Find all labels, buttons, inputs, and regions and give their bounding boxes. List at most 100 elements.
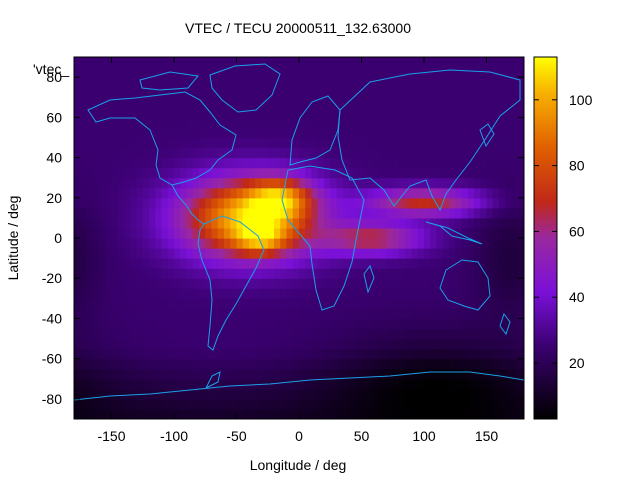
heatmap-cell — [417, 388, 425, 400]
heatmap-cell — [105, 97, 113, 108]
heatmap-cell — [280, 318, 288, 330]
heatmap-cell — [405, 328, 413, 340]
heatmap-cell — [305, 67, 313, 78]
heatmap-cell — [461, 318, 469, 330]
heatmap-cell — [80, 117, 88, 128]
heatmap-cell — [411, 217, 419, 229]
heatmap-cell — [461, 117, 469, 128]
heatmap-cell — [424, 117, 431, 128]
heatmap-cell — [236, 248, 244, 259]
heatmap-cell — [211, 268, 219, 279]
heatmap-cell — [405, 127, 413, 139]
heatmap-cell — [299, 368, 306, 380]
heatmap-cell — [242, 258, 250, 269]
heatmap-cell — [80, 398, 88, 410]
heatmap-cell — [492, 217, 500, 229]
heatmap-cell — [324, 368, 331, 380]
heatmap-cell — [136, 308, 144, 320]
heatmap-cell — [99, 348, 106, 360]
heatmap-cell — [130, 378, 138, 390]
heatmap-cell — [174, 338, 181, 350]
heatmap-cell — [380, 147, 388, 159]
heatmap-cell — [386, 67, 394, 78]
heatmap-cell — [192, 268, 200, 279]
heatmap-cell — [342, 197, 350, 209]
heatmap-cell — [299, 227, 306, 239]
heatmap-cell — [224, 177, 231, 189]
heatmap-cell — [117, 177, 125, 189]
heatmap-cell — [474, 308, 481, 320]
heatmap-cell — [299, 107, 306, 118]
heatmap-cell — [111, 398, 119, 410]
heatmap-cell — [467, 288, 475, 299]
heatmap-cell — [430, 398, 438, 410]
heatmap-cell — [74, 268, 81, 279]
heatmap-cell — [486, 338, 494, 350]
heatmap-cell — [367, 398, 375, 410]
heatmap-cell — [461, 57, 469, 68]
heatmap-cell — [211, 298, 219, 309]
heatmap-cell — [392, 137, 400, 149]
heatmap-cell — [192, 358, 200, 370]
heatmap-cell — [367, 107, 375, 118]
heatmap-cell — [136, 378, 144, 390]
heatmap-cell — [505, 338, 513, 350]
heatmap-cell — [505, 288, 513, 299]
heatmap-cell — [492, 157, 500, 169]
heatmap-cell — [180, 308, 188, 320]
heatmap-cell — [442, 338, 450, 350]
heatmap-cell — [261, 328, 269, 340]
heatmap-cell — [455, 187, 463, 199]
heatmap-cell — [192, 308, 200, 320]
heatmap-cell — [330, 338, 338, 350]
heatmap-cell — [80, 167, 88, 179]
heatmap-cell — [80, 348, 88, 360]
heatmap-cell — [386, 388, 394, 400]
heatmap-cell — [492, 187, 500, 199]
heatmap-cell — [142, 318, 150, 330]
heatmap-cell — [492, 177, 500, 189]
heatmap-cell — [267, 167, 275, 179]
heatmap-cell — [342, 278, 350, 289]
heatmap-cell — [399, 388, 406, 400]
heatmap-cell — [130, 348, 138, 360]
heatmap-cell — [355, 388, 363, 400]
heatmap-cell — [417, 278, 425, 289]
heatmap-cell — [492, 248, 500, 259]
heatmap-cell — [392, 378, 400, 390]
heatmap-cell — [367, 308, 375, 320]
heatmap-cell — [480, 248, 488, 259]
heatmap-cell — [274, 227, 281, 239]
heatmap-cell — [111, 187, 119, 199]
heatmap-cell — [511, 278, 519, 289]
heatmap-cell — [399, 207, 406, 219]
heatmap-cell — [142, 187, 150, 199]
heatmap-cell — [261, 87, 269, 98]
heatmap-cell — [217, 398, 225, 410]
heatmap-cell — [242, 217, 250, 229]
heatmap-cell — [324, 328, 331, 340]
heatmap-cell — [330, 278, 338, 289]
heatmap-cell — [424, 187, 431, 199]
heatmap-cell — [349, 308, 356, 320]
heatmap-cell — [174, 248, 181, 259]
heatmap-cell — [480, 147, 488, 159]
heatmap-cell — [205, 308, 213, 320]
heatmap-cell — [392, 398, 400, 410]
heatmap-cell — [436, 117, 444, 128]
heatmap-cell — [217, 187, 225, 199]
heatmap-cell — [174, 348, 181, 360]
heatmap-cell — [511, 127, 519, 139]
heatmap-cell — [105, 127, 113, 139]
heatmap-cell — [324, 378, 331, 390]
heatmap-cell — [117, 87, 125, 98]
heatmap-cell — [474, 378, 481, 390]
heatmap-cell — [242, 358, 250, 370]
heatmap-cell — [342, 298, 350, 309]
heatmap-cell — [467, 167, 475, 179]
heatmap-cell — [461, 328, 469, 340]
heatmap-cell — [442, 97, 450, 108]
heatmap-cell — [417, 197, 425, 209]
heatmap-cell — [217, 338, 225, 350]
heatmap-cell — [355, 147, 363, 159]
